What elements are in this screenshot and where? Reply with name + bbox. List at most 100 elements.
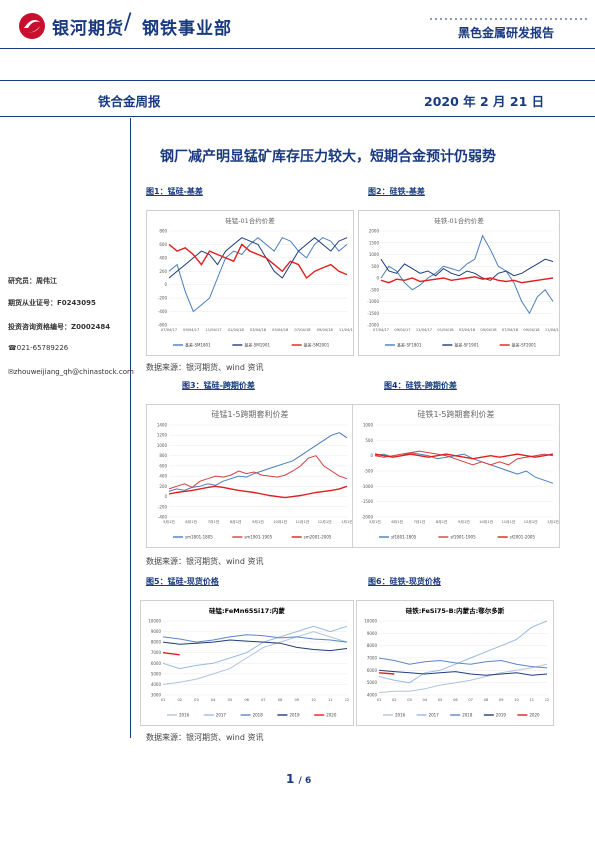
y-tick-label: 0 xyxy=(370,453,373,458)
email-address[interactable]: zhouweijiang_qh@chinastock.com xyxy=(13,368,134,376)
x-tick-label: 10月1日 xyxy=(273,519,287,524)
x-tick-label: 08 xyxy=(484,698,489,702)
series-line-基差-SM1801 xyxy=(168,237,348,313)
x-tick-label: 11月1日 xyxy=(501,519,515,524)
chart-title: 硅锰-01合约价差 xyxy=(225,216,275,225)
legend-label: 基差-SM2001 xyxy=(304,342,330,348)
advisor-number: 投资咨询资格编号：Z0002484 xyxy=(8,323,111,331)
x-tick-label: 05/04/18 xyxy=(272,328,289,332)
source-note-2: 数据来源：银河期货、wind 资讯 xyxy=(146,557,264,566)
email[interactable]: ✉zhouweijiang_qh@chinastock.com xyxy=(8,368,134,376)
x-tick-label: 8月1日 xyxy=(436,519,448,524)
x-tick-label: 5月1日 xyxy=(369,519,381,524)
series-line-2018 xyxy=(378,657,548,669)
x-tick-label: 06 xyxy=(244,698,249,702)
series-line-基差-SM2001 xyxy=(168,243,348,280)
legend-label: sf2001-2005 xyxy=(510,535,536,540)
x-tick-label: 11月1日 xyxy=(295,519,309,524)
y-tick-label: 8000 xyxy=(367,643,378,648)
x-tick-label: 03 xyxy=(407,698,412,702)
y-tick-label: 6000 xyxy=(151,661,162,666)
series-line-sf1901-1905 xyxy=(374,450,554,466)
y-tick-label: 4000 xyxy=(367,693,378,698)
series-line-sm2001-2005 xyxy=(168,485,348,499)
series-line-基差-SF2001 xyxy=(380,276,554,284)
x-tick-label: 10 xyxy=(514,698,519,702)
chart-sf-spread: 硅铁1-5跨期套利价差 1000 500 0 -500 -1000 -1500 -2000 5月… xyxy=(352,404,560,548)
y-tick-label: 600 xyxy=(159,463,167,468)
legend-label: 2020 xyxy=(326,713,337,718)
x-tick-label: 6月1日 xyxy=(391,519,403,524)
y-tick-label: 9000 xyxy=(367,631,378,636)
series-line-2017 xyxy=(162,625,348,670)
y-tick-label: 7000 xyxy=(367,656,378,661)
legend-label: 基差-SM1801 xyxy=(185,342,211,348)
y-tick-label: -200 xyxy=(158,504,168,509)
y-tick-label: 600 xyxy=(159,242,167,247)
y-tick-label: -600 xyxy=(158,323,168,328)
y-tick-label: 1200 xyxy=(157,433,168,438)
y-tick-label: -400 xyxy=(158,309,168,314)
x-tick-label: 7月1日 xyxy=(208,519,220,524)
y-tick-label: 400 xyxy=(159,255,167,260)
legend-label: 基差-SF2001 xyxy=(512,342,537,348)
x-tick-label: 09/04/17 xyxy=(183,328,199,332)
dotted-rule-icon xyxy=(430,18,590,20)
x-tick-label: 12 xyxy=(545,698,550,702)
phone: ☎021-65789226 xyxy=(8,344,68,352)
x-tick-label: 12 xyxy=(345,698,350,702)
series-line-sm1801-1805 xyxy=(168,432,348,492)
report-type: 黑色金属研发报告 xyxy=(458,26,555,40)
y-tick-label: 1000 xyxy=(363,423,374,428)
page-title: 钢厂减产明显锰矿库存压力较大，短期合金预计仍弱势 xyxy=(160,149,496,165)
figure-3-caption: 图3：锰硅-跨期价差 xyxy=(182,381,255,390)
department-name: 钢铁事业部 xyxy=(142,19,232,39)
legend-label: 2018 xyxy=(462,713,473,718)
y-tick-label: 1500 xyxy=(369,240,380,245)
y-tick-label: 0 xyxy=(376,276,379,281)
x-tick-label: 6月1日 xyxy=(185,519,197,524)
figure-1-caption: 图1：锰硅-基差 xyxy=(146,187,203,196)
section-name: 铁合金周报 xyxy=(98,94,161,109)
chart-title: 硅铁:FeSi75-B:内蒙古:鄂尔多斯 xyxy=(406,606,505,615)
x-tick-label: 9月1日 xyxy=(252,519,264,524)
x-tick-label: 9月1日 xyxy=(458,519,470,524)
x-tick-label: 03/04/18 xyxy=(250,328,267,332)
x-tick-label: 07 xyxy=(261,698,266,702)
subheader-top-rule xyxy=(0,80,595,81)
x-tick-label: 05 xyxy=(438,698,443,702)
x-tick-label: 11/04/17 xyxy=(205,328,221,332)
chart-title: 硅铁1-5跨期套利价差 xyxy=(417,409,494,419)
chart-sf-spot: 硅铁:FeSi75-B:内蒙古:鄂尔多斯 10000 9000 8000 7000 600… xyxy=(356,600,554,726)
x-tick-label: 04 xyxy=(211,698,216,702)
x-tick-label: 02 xyxy=(392,698,397,702)
y-tick-label: -400 xyxy=(158,515,168,520)
y-tick-label: 500 xyxy=(371,264,379,269)
y-tick-label: 10000 xyxy=(364,619,377,624)
series-line-基差-SM1901 xyxy=(168,237,348,279)
legend-label: 基差-SF1901 xyxy=(454,342,479,348)
series-line-2019 xyxy=(378,669,548,676)
x-tick-label: 07 xyxy=(468,698,473,702)
x-tick-label: 01 xyxy=(161,698,166,702)
y-tick-label: 3000 xyxy=(151,693,162,698)
series-line-基差-SF1801 xyxy=(380,234,554,315)
series-line-基差-SF1901 xyxy=(380,258,554,281)
legend-label: sm1801-1805 xyxy=(185,535,213,540)
legend-label: 2017 xyxy=(216,713,227,718)
chart-title: 硅锰1-5跨期套利价差 xyxy=(211,409,288,419)
legend-label: 2018 xyxy=(253,713,264,718)
y-tick-label: 0 xyxy=(164,494,167,499)
x-tick-label: 01/04/18 xyxy=(437,328,454,332)
chart-title: 硅锰:FeMn65Si17:内蒙 xyxy=(209,606,285,615)
chart-title: 硅铁-01合约价差 xyxy=(434,216,484,225)
y-tick-label: 200 xyxy=(159,269,167,274)
figure-2-caption: 图2：硅铁-基差 xyxy=(368,187,425,196)
x-tick-label: 05/04/18 xyxy=(480,328,497,332)
series-line-2016 xyxy=(378,663,548,693)
header-separator: / xyxy=(124,10,132,35)
brand-name: 银河期货 xyxy=(52,19,124,39)
legend-label: 基差-SF1801 xyxy=(397,342,422,348)
chart-sm-spread: 硅锰1-5跨期套利价差 1400 1200 1000 800 600 400 200 0 -200… xyxy=(146,404,354,548)
y-tick-label: 6000 xyxy=(367,668,378,673)
